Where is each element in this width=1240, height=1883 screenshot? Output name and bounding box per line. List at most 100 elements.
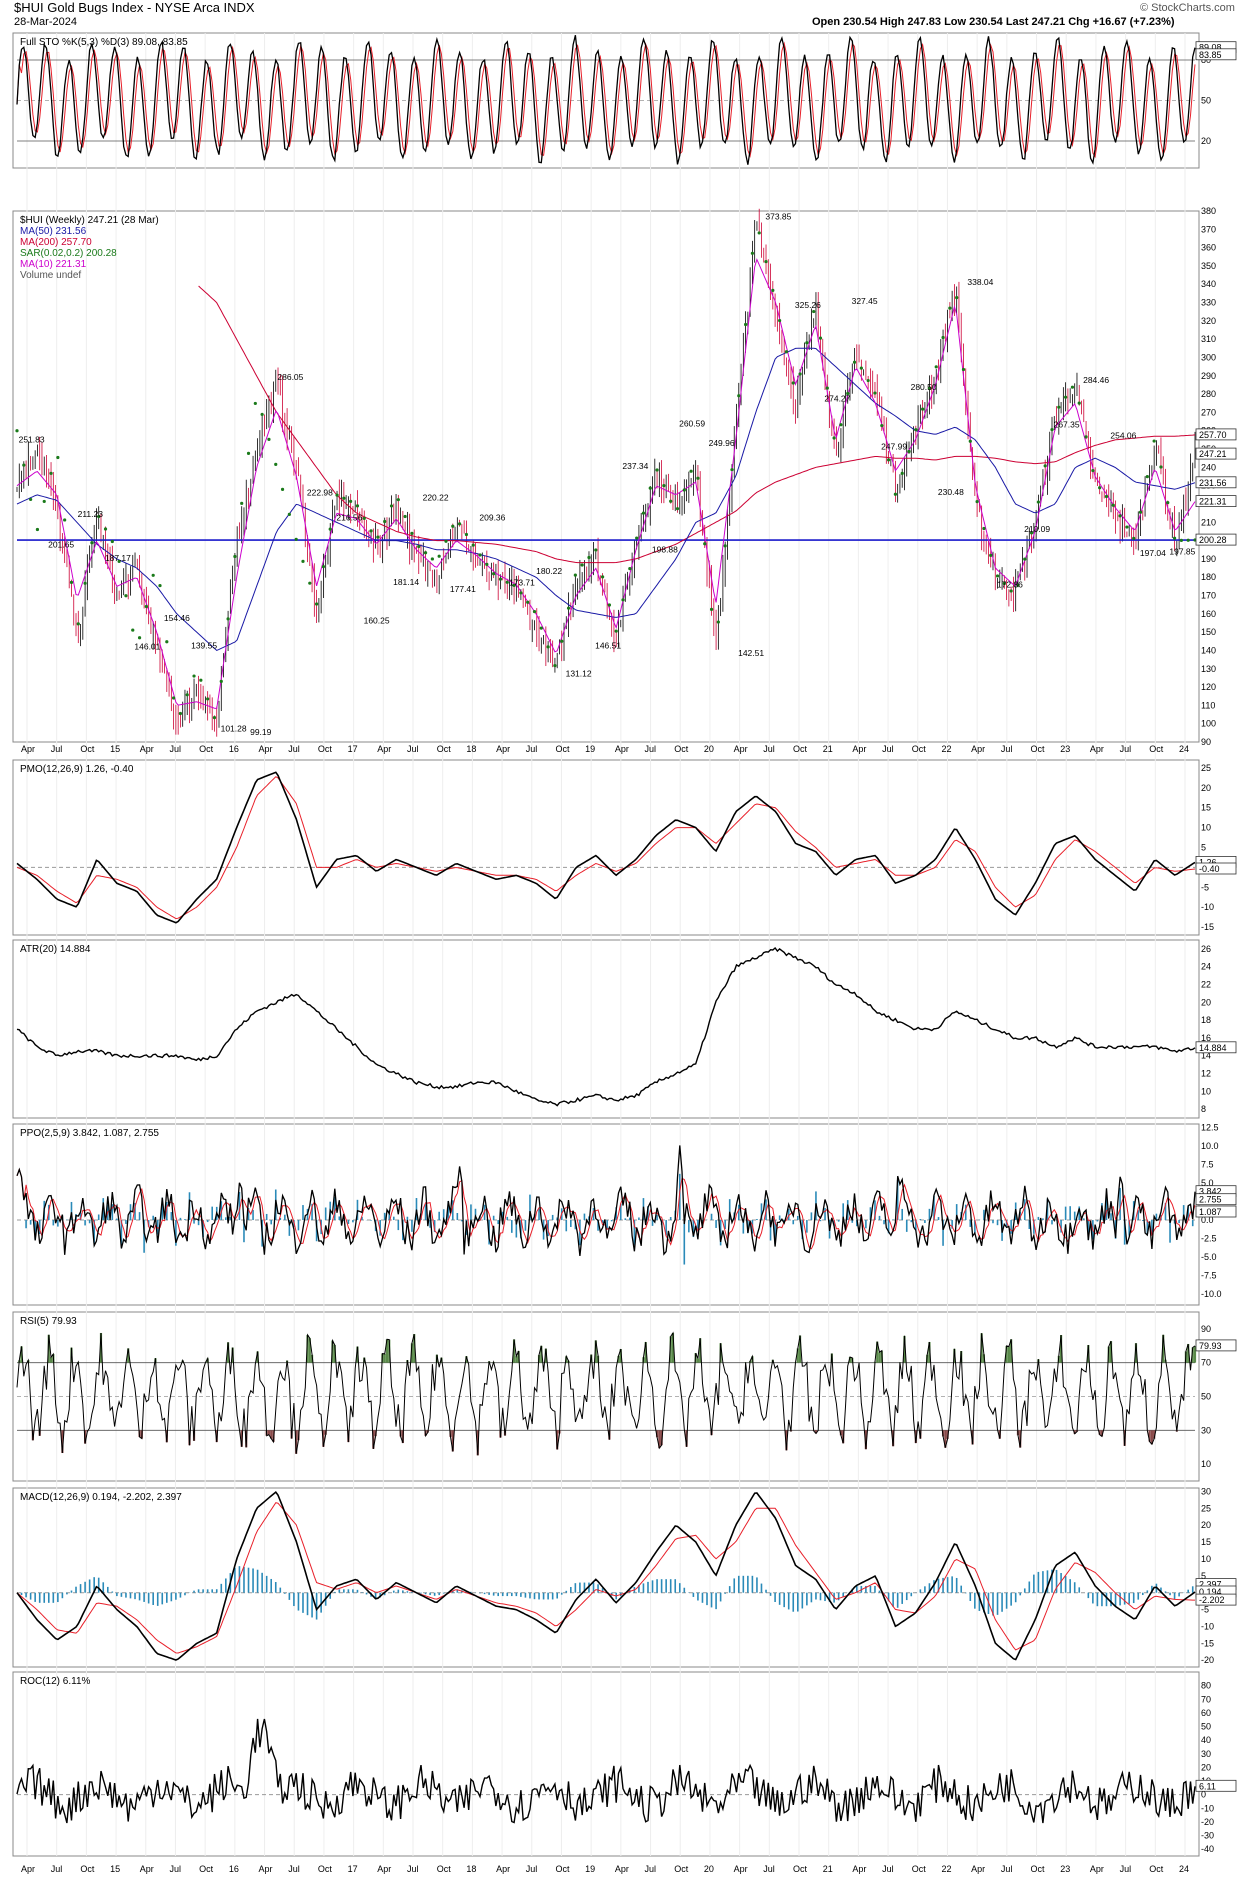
price-annotation: 237.34 [622, 461, 648, 471]
x-axis-label: 17 [348, 744, 358, 754]
sar-dot [410, 531, 414, 535]
x-axis-label: Oct [912, 744, 927, 754]
atr-legend: ATR(20) 14.884 [20, 944, 91, 955]
price-annotation: 172.86 [997, 579, 1023, 589]
price-annotation: 249.96 [709, 438, 735, 448]
atr-tick-label: 12 [1201, 1069, 1211, 1079]
sar-dot [124, 594, 128, 598]
x-axis-label: Oct [674, 744, 689, 754]
sar-dot [989, 553, 993, 557]
sar-dot [458, 522, 462, 526]
x-axis-label: Jul [407, 744, 419, 754]
price-tick-label: 360 [1201, 243, 1216, 253]
sar-dot [1002, 581, 1006, 586]
sar-dot [716, 620, 720, 624]
x-axis-label: Oct [1031, 1864, 1046, 1874]
price-tick-label: 160 [1201, 609, 1216, 619]
x-axis-label: Jul [645, 1864, 657, 1874]
sar-dot [240, 501, 244, 505]
x-axis-label: Apr [496, 744, 510, 754]
sar-dot [185, 693, 189, 697]
rsi-value-tag-text: 79.93 [1199, 1341, 1222, 1351]
sar-dot [1029, 531, 1034, 535]
price-value-tag [1195, 495, 1237, 508]
price-annotation: 284.46 [1083, 375, 1109, 385]
atr-value-tag [1195, 1041, 1237, 1054]
sar-dot [1036, 500, 1040, 504]
price-annotation: 198.88 [652, 545, 678, 555]
sar-dot [165, 640, 169, 644]
sar-dot [423, 551, 428, 555]
atr-tick-label: 24 [1201, 962, 1211, 972]
sar-dot [594, 548, 598, 552]
price-annotation: 373.85 [765, 211, 791, 221]
sar-dot [178, 711, 183, 716]
sar-dot [764, 260, 768, 264]
x-axis-label: Jul [763, 1864, 775, 1874]
macd-value-tag-text: 2.397 [1199, 1580, 1222, 1590]
roc-value-tag-text: 6.11 [1199, 1781, 1216, 1791]
x-axis-label: 21 [823, 1864, 833, 1874]
x-axis-label: Apr [259, 1864, 273, 1874]
sar-dot [778, 318, 782, 323]
price-legend-item: MA(50) 231.56 [20, 226, 87, 237]
pmo-tick-label: 10 [1201, 823, 1211, 833]
price-tick-label: 290 [1201, 371, 1216, 381]
x-axis-label: Jul [526, 1864, 538, 1874]
sto-d-line [16, 41, 1196, 159]
pmo-value-tag [1195, 862, 1237, 875]
sar-dot [982, 526, 986, 531]
price-legend-item: $HUI (Weekly) 247.21 (28 Mar) [20, 215, 159, 226]
sar-dot [471, 543, 475, 547]
rsi-tick-label: 10 [1201, 1459, 1211, 1469]
price-annotation: 211.23 [78, 509, 104, 519]
macd-tick-label: 30 [1201, 1486, 1211, 1496]
price-tick-label: 330 [1201, 298, 1216, 308]
sar-dot [655, 468, 659, 472]
sar-dot [1118, 514, 1122, 518]
x-axis-label: 23 [1060, 1864, 1070, 1874]
sar-dot [526, 600, 530, 604]
sar-dot [662, 484, 666, 488]
price-tick-label: 180 [1201, 572, 1216, 582]
x-axis-label: 22 [941, 1864, 951, 1874]
sar-dot [1098, 486, 1102, 490]
x-axis-label: 18 [466, 1864, 476, 1874]
sar-dot [961, 367, 966, 372]
price-annotation: 197.85 [1169, 547, 1195, 557]
price-annotation: 181.14 [393, 577, 419, 587]
sar-dot [492, 572, 496, 576]
sar-dot [1172, 536, 1177, 540]
ppo-value-tag-text: 3.842 [1199, 1187, 1222, 1197]
x-axis-label: 23 [1060, 744, 1070, 754]
x-axis-label: 24 [1179, 744, 1189, 754]
price-value-tag-text: 257.70 [1199, 430, 1227, 440]
sar-dot [308, 581, 312, 585]
sar-dot [1145, 475, 1149, 479]
sar-dot [730, 468, 734, 472]
sar-dot [498, 577, 503, 581]
sar-dot [1111, 503, 1115, 507]
macd-tick-label: -5 [1201, 1605, 1209, 1615]
ohlc-readout: Open 230.54 High 247.83 Low 230.54 Last … [812, 16, 1175, 28]
ma10-line [16, 258, 1196, 710]
watermark: © StockCharts.com [1140, 2, 1235, 14]
x-axis-label: Apr [496, 1864, 510, 1874]
sar-dot [1043, 464, 1047, 468]
sar-dot [635, 536, 639, 540]
sar-dot [1064, 395, 1068, 399]
sto-k-line [16, 35, 1196, 165]
x-axis-label: Apr [615, 1864, 629, 1874]
sar-dot [859, 366, 863, 370]
x-axis-label: Jul [645, 744, 657, 754]
roc-tick-label: -40 [1201, 1844, 1214, 1854]
sar-dot [1179, 538, 1183, 543]
sar-dot [573, 573, 577, 577]
sar-dot [396, 498, 400, 502]
macd-panel-frame [12, 1487, 1200, 1668]
x-axis-label: 18 [466, 744, 476, 754]
price-tick-label: 210 [1201, 517, 1216, 527]
sar-dot [260, 412, 264, 417]
pmo-value-tag-text: 1.26 [1199, 857, 1217, 867]
sar-dot [560, 639, 564, 643]
